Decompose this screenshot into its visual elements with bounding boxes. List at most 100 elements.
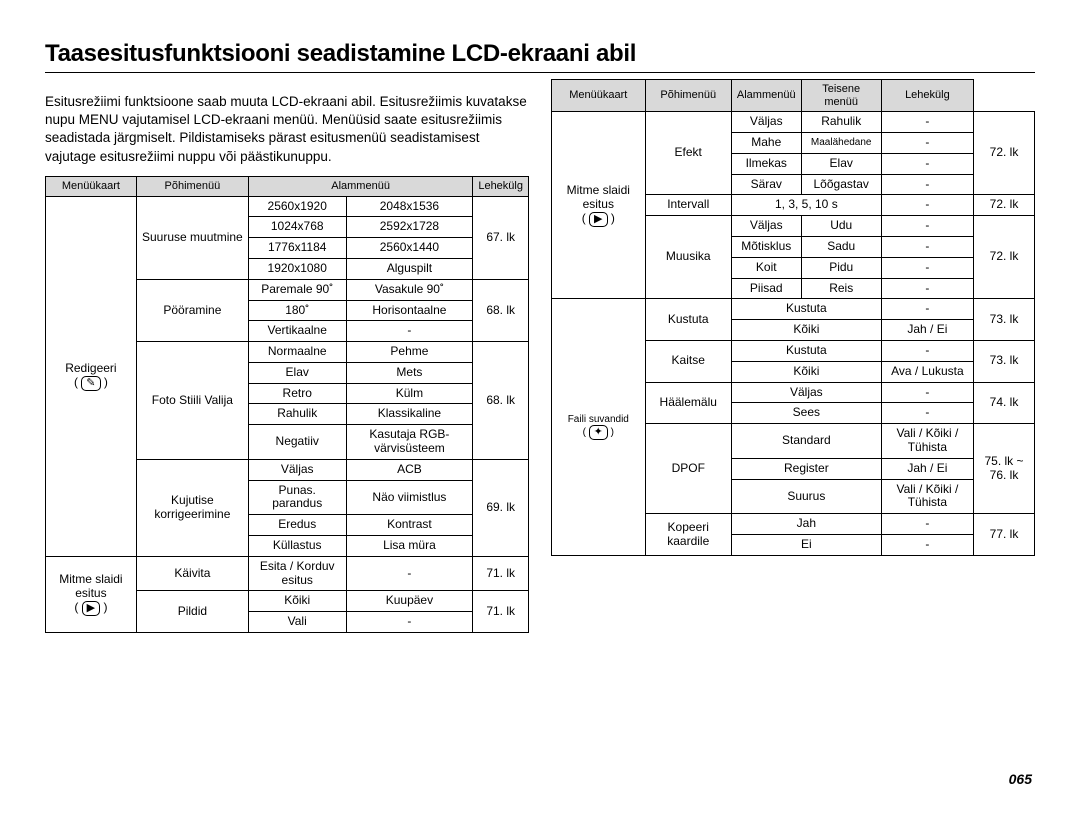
table-row: Mitme slaidi esitus ( ▶ ) Efekt VäljasRa… (552, 112, 1035, 133)
cell: 2560x1440 (346, 238, 473, 259)
cell: - (881, 257, 973, 278)
cell: 1776x1184 (248, 238, 346, 259)
cell: 2048x1536 (346, 196, 473, 217)
cell: - (881, 535, 973, 556)
cell: Kuupäev (346, 591, 473, 612)
cell: - (346, 321, 473, 342)
th: Menüükaart (552, 80, 646, 112)
cell: 1, 3, 5, 10 s (731, 195, 881, 216)
cell: 1920x1080 (248, 258, 346, 279)
left-column: Esitusrežiimi funktsioone saab muuta LCD… (45, 79, 529, 633)
table-row: Mitme slaidi esitus ( ▶ ) Käivita Esita … (46, 556, 529, 591)
cell: - (881, 382, 973, 403)
cell: Pidu (801, 257, 881, 278)
cell: Väljas (731, 382, 881, 403)
cell: Kontrast (346, 515, 473, 536)
cell: Väljas (731, 112, 801, 133)
cell: 180˚ (248, 300, 346, 321)
th: Lehekülg (881, 80, 973, 112)
table-header-row: Menüükaart Põhimenüü Alammenüü Teisene m… (552, 80, 1035, 112)
cell: Mahe (731, 133, 801, 154)
cell: 2592x1728 (346, 217, 473, 238)
cell: Ilmekas (731, 153, 801, 174)
cell: Vali / Kõiki / Tühista (881, 479, 973, 514)
cell: - (881, 195, 973, 216)
content-columns: Esitusrežiimi funktsioone saab muuta LCD… (45, 79, 1035, 633)
cell: Kõiki (731, 320, 881, 341)
cell: Ava / Lukusta (881, 361, 973, 382)
table-row: Faili suvandid ( ✦ ) Kustuta Kustuta- 73… (552, 299, 1035, 320)
cell: Näo viimistlus (346, 480, 473, 515)
cell: Rahulik (801, 112, 881, 133)
cell: Piisad (731, 278, 801, 299)
cell: 71. lk (473, 591, 529, 633)
cell: - (881, 514, 973, 535)
cell: 72. lk (973, 112, 1034, 195)
menucard-cell: Redigeeri ( ✎ ) (46, 196, 137, 556)
th: Teisene menüü (801, 80, 881, 112)
cell: Muusika (645, 216, 731, 299)
cell: 2560x1920 (248, 196, 346, 217)
cell: 72. lk (973, 195, 1034, 216)
cell: Maalähedane (801, 133, 881, 154)
cell: Kujutise korrigeerimine (136, 459, 248, 556)
cell: - (881, 237, 973, 258)
cell: 74. lk (973, 382, 1034, 424)
cell: Häälemälu (645, 382, 731, 424)
cell: Mets (346, 362, 473, 383)
cell: 73. lk (973, 299, 1034, 341)
cell: Elav (801, 153, 881, 174)
th: Alammenüü (731, 80, 801, 112)
cell: Kustuta (731, 341, 881, 362)
cell: Jah / Ei (881, 458, 973, 479)
cell: Vertikaalne (248, 321, 346, 342)
cell: Alguspilt (346, 258, 473, 279)
cell: Kasutaja RGB-värvisüsteem (346, 425, 473, 460)
cell: - (881, 299, 973, 320)
menucard-label: Mitme slaidi esitus (567, 183, 630, 211)
menucard-label: Mitme slaidi esitus (59, 572, 122, 600)
cell: Standard (731, 424, 881, 459)
cell: Reis (801, 278, 881, 299)
th: Menüükaart (46, 176, 137, 196)
cell: Särav (731, 174, 801, 195)
cell: Horisontaalne (346, 300, 473, 321)
cell: Jah / Ei (881, 320, 973, 341)
cell: Kaitse (645, 341, 731, 383)
cell: 75. lk ~ 76. lk (973, 424, 1034, 514)
cell: - (881, 216, 973, 237)
cell: - (881, 112, 973, 133)
cell: - (881, 133, 973, 154)
cell: Udu (801, 216, 881, 237)
cell: - (881, 278, 973, 299)
cell: Punas. parandus (248, 480, 346, 515)
cell: 1024x768 (248, 217, 346, 238)
page-number: 065 (1009, 771, 1032, 787)
right-table: Menüükaart Põhimenüü Alammenüü Teisene m… (551, 79, 1035, 556)
cell: Pehme (346, 342, 473, 363)
cell: Klassikaline (346, 404, 473, 425)
cell: 68. lk (473, 279, 529, 341)
cell: Elav (248, 362, 346, 383)
menucard-label: Faili suvandid (568, 414, 629, 425)
cell: Kõiki (248, 591, 346, 612)
cell: Kõiki (731, 361, 881, 382)
cell: Kustuta (731, 299, 881, 320)
cell: Normaalne (248, 342, 346, 363)
table-row: Redigeeri ( ✎ ) Suuruse muutmine 2560x19… (46, 196, 529, 217)
cell: Efekt (645, 112, 731, 195)
th: Põhimenüü (645, 80, 731, 112)
th: Põhimenüü (136, 176, 248, 196)
cell: Ei (731, 535, 881, 556)
menucard-cell: Faili suvandid ( ✦ ) (552, 299, 646, 555)
cell: Retro (248, 383, 346, 404)
cell: Sees (731, 403, 881, 424)
menucard-label: Redigeeri (65, 361, 116, 375)
menucard-cell: Mitme slaidi esitus ( ▶ ) (46, 556, 137, 632)
cell: Intervall (645, 195, 731, 216)
left-table: Menüükaart Põhimenüü Alammenüü Lehekülg … (45, 176, 529, 633)
cell: 77. lk (973, 514, 1034, 556)
cell: Mõtisklus (731, 237, 801, 258)
cell: 72. lk (973, 216, 1034, 299)
cell: Suurus (731, 479, 881, 514)
